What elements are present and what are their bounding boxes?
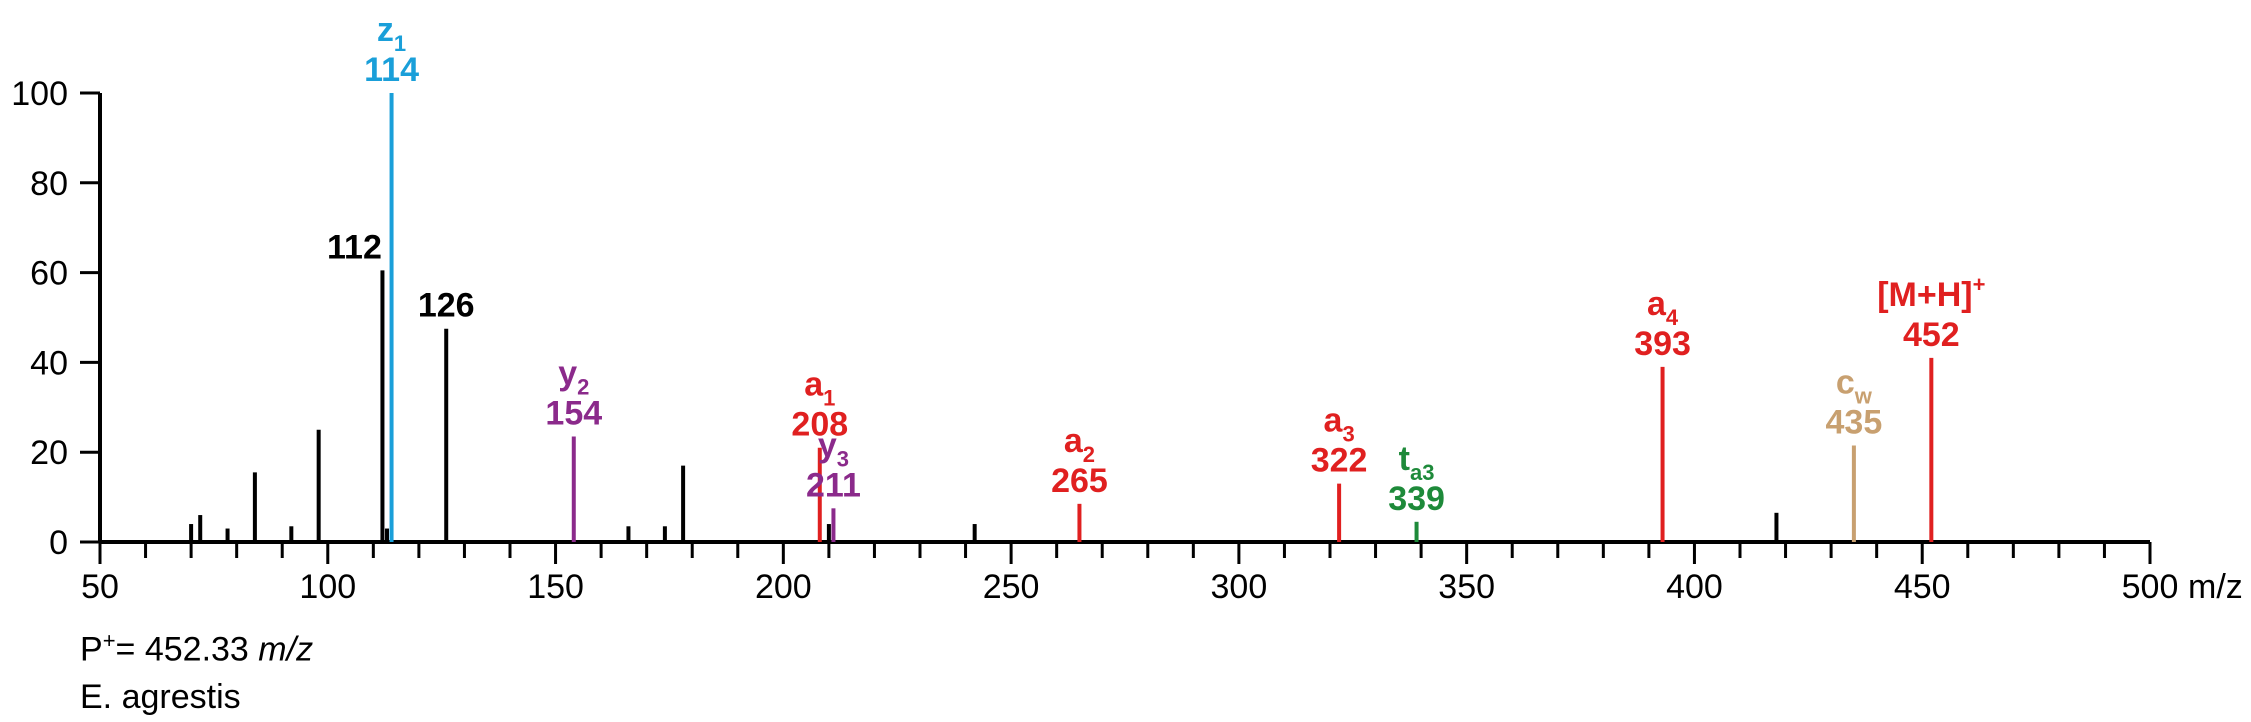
y-tick-label: 80: [30, 165, 68, 203]
y-tick-label: 0: [49, 524, 68, 562]
x-tick-label: 450: [1894, 568, 1951, 606]
x-tick-label: 250: [983, 568, 1040, 606]
precursor-charge: +: [102, 628, 116, 653]
x-tick-label: 300: [1211, 568, 1268, 606]
ion-label-452: [M+H]+: [1877, 272, 1985, 314]
y-tick-label: 40: [30, 344, 68, 382]
ion-label-322: a3: [1324, 402, 1355, 447]
ion-label-435: cw: [1836, 363, 1873, 408]
x-tick-label: 150: [527, 568, 584, 606]
y-tick-label: 60: [30, 255, 68, 293]
ion-label-208: a1: [804, 366, 835, 411]
peak-label-126: 126: [418, 287, 475, 325]
x-tick-label: 200: [755, 568, 812, 606]
x-axis-unit: m/z: [2188, 568, 2243, 606]
peak-label-452: 452: [1903, 316, 1960, 354]
ion-label-265: a2: [1064, 422, 1095, 467]
peak-label-339: 339: [1388, 480, 1445, 518]
y-tick-label: 100: [11, 75, 68, 113]
peak-label-112: 112: [327, 228, 382, 266]
x-tick-label: 50: [81, 568, 119, 606]
ion-label-154: y2: [558, 354, 589, 399]
precursor-value: = 452.33: [115, 630, 259, 669]
y-tick-label: 20: [30, 434, 68, 472]
x-tick-label: 100: [299, 568, 356, 606]
peak-label-435: 435: [1826, 403, 1883, 441]
peaks: [189, 93, 1934, 542]
peak-label-211: 211: [806, 466, 861, 504]
ion-label-393: a4: [1647, 285, 1679, 330]
x-tick-label: 400: [1666, 568, 1723, 606]
ion-label-114: z1: [377, 11, 406, 56]
precursor-info: P+= 452.33 m/z: [80, 628, 313, 669]
precursor-unit: m/z: [258, 630, 314, 669]
axes: 50 100 150 200 250 300 350 400 450 500 m/z 0 20 40 60 8…: [11, 75, 2243, 606]
peak-label-154: 154: [545, 394, 602, 432]
x-tick-label: 500: [2122, 568, 2179, 606]
peak-label-393: 393: [1634, 325, 1691, 363]
precursor-prefix: P: [80, 630, 103, 669]
peak-label-208: 208: [791, 406, 848, 444]
species-name: E. agrestis: [80, 678, 241, 716]
x-tick-label: 350: [1438, 568, 1495, 606]
ion-label-339: ta3: [1399, 440, 1435, 485]
peak-label-322: 322: [1311, 442, 1368, 480]
peak-label-114: 114: [364, 51, 419, 89]
peak-label-265: 265: [1051, 462, 1108, 500]
